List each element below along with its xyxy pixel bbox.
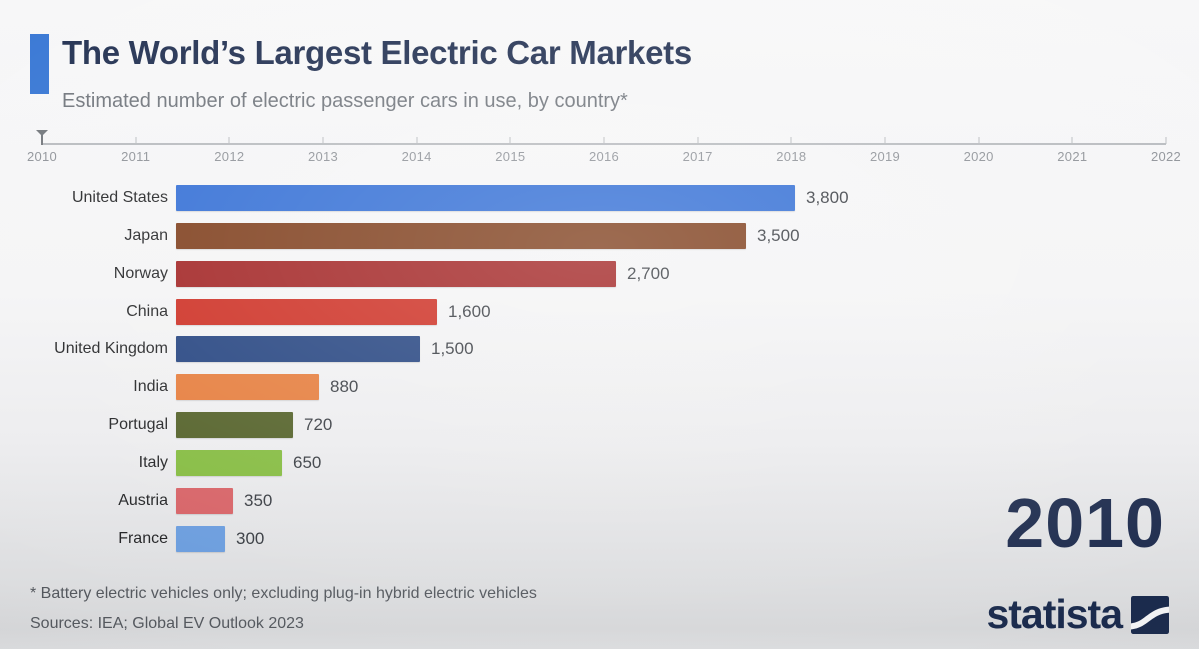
value-label: 1,600 bbox=[448, 302, 491, 321]
page-title: The World’s Largest Electric Car Markets bbox=[62, 34, 692, 71]
timeline-tick-2012 bbox=[228, 137, 230, 144]
timeline-year-label-2012: 2012 bbox=[214, 149, 245, 164]
country-label: United States bbox=[71, 189, 168, 206]
bar-row: Norway 2,700 bbox=[0, 261, 1199, 287]
country-label: United Kingdom bbox=[54, 340, 168, 357]
statista-branding: statista bbox=[986, 591, 1169, 638]
timeline-pin-stem bbox=[41, 130, 43, 145]
value-label: 300 bbox=[236, 529, 265, 548]
country-label: Japan bbox=[124, 227, 168, 244]
bar-row: Portugal 720 bbox=[0, 412, 1199, 438]
country-label: Italy bbox=[138, 454, 168, 471]
value-bar bbox=[176, 412, 293, 438]
timeline-tick-2022 bbox=[1165, 137, 1167, 144]
value-label: 350 bbox=[244, 491, 273, 510]
timeline-year-label-2011: 2011 bbox=[121, 149, 151, 164]
country-label: France bbox=[118, 530, 168, 547]
timeline-tick-2019 bbox=[884, 137, 886, 144]
year-timeline: 2010 2011 2012 2013 2014 2015 2016 2017 2018 2019… bbox=[27, 128, 1181, 168]
title-accent-bar bbox=[30, 34, 49, 94]
value-label: 650 bbox=[293, 453, 322, 472]
timeline-tick-2013 bbox=[322, 137, 324, 144]
bar-row: Japan 3,500 bbox=[0, 223, 1199, 249]
timeline-tick-2021 bbox=[1071, 137, 1073, 144]
timeline-year-label-2022: 2022 bbox=[1150, 149, 1182, 164]
value-label: 1,500 bbox=[431, 339, 474, 358]
timeline-slider-handle[interactable] bbox=[36, 128, 48, 145]
timeline-tick-2020 bbox=[978, 137, 980, 144]
value-bar bbox=[176, 261, 616, 287]
bar-row: France 300 bbox=[0, 526, 1199, 552]
timeline-year-label-2016: 2016 bbox=[588, 149, 620, 164]
value-label: 880 bbox=[330, 377, 359, 396]
country-label: India bbox=[133, 378, 168, 395]
value-bar bbox=[176, 299, 437, 325]
timeline-tick-2014 bbox=[416, 137, 418, 144]
bar-row: Italy 650 bbox=[0, 450, 1199, 476]
bar-row: India 880 bbox=[0, 374, 1199, 400]
timeline-tick-2016 bbox=[603, 137, 605, 144]
value-bar bbox=[176, 526, 225, 552]
timeline-year-label-2013: 2013 bbox=[307, 149, 339, 164]
sources-text: Sources: IEA; Global EV Outlook 2023 bbox=[30, 615, 304, 632]
country-label: Norway bbox=[113, 265, 168, 282]
country-label: China bbox=[126, 303, 168, 320]
timeline-tick-2018 bbox=[790, 137, 792, 144]
footnote-text: * Battery electric vehicles only; exclud… bbox=[30, 585, 537, 602]
country-label: Portugal bbox=[108, 416, 168, 433]
value-bar bbox=[176, 488, 233, 514]
value-label: 3,500 bbox=[757, 226, 800, 245]
timeline-year-label-2010: 2010 bbox=[26, 149, 58, 164]
statista-logo-icon bbox=[1131, 595, 1169, 634]
timeline-track[interactable] bbox=[42, 143, 1166, 145]
current-year-display: 2010 bbox=[1005, 484, 1165, 562]
timeline-year-label-2020: 2020 bbox=[963, 149, 994, 164]
value-label: 2,700 bbox=[627, 264, 670, 283]
value-bar bbox=[176, 185, 795, 211]
bar-row: United Kingdom 1,500 bbox=[0, 336, 1199, 362]
timeline-year-label-2014: 2014 bbox=[401, 149, 432, 164]
timeline-tick-2015 bbox=[509, 137, 511, 144]
timeline-year-label-2019: 2019 bbox=[869, 149, 901, 164]
bar-row: China 1,600 bbox=[0, 299, 1199, 325]
timeline-tick-2017 bbox=[697, 137, 699, 144]
statista-logo-text: statista bbox=[986, 591, 1123, 637]
bar-row: United States 3,800 bbox=[0, 185, 1199, 211]
value-bar bbox=[176, 336, 420, 362]
value-label: 720 bbox=[304, 415, 333, 434]
page-subtitle: Estimated number of electric passenger c… bbox=[62, 90, 628, 112]
timeline-year-label-2017: 2017 bbox=[682, 149, 713, 164]
value-label: 3,800 bbox=[806, 188, 849, 207]
timeline-year-label-2021: 2021 bbox=[1057, 149, 1088, 164]
value-bar bbox=[176, 223, 746, 249]
timeline-year-label-2018: 2018 bbox=[776, 149, 807, 164]
timeline-tick-2011 bbox=[135, 137, 137, 144]
bar-row: Austria 350 bbox=[0, 488, 1199, 514]
value-bar bbox=[176, 450, 282, 476]
timeline-year-label-2015: 2015 bbox=[495, 149, 526, 164]
value-bar bbox=[176, 374, 319, 400]
country-label: Austria bbox=[118, 492, 168, 509]
